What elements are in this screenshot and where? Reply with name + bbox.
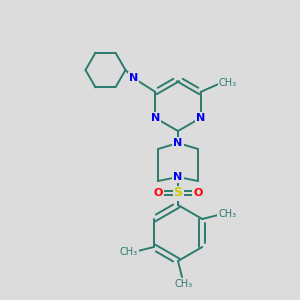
Text: S: S <box>173 187 182 200</box>
Text: O: O <box>193 188 203 198</box>
Text: CH₃: CH₃ <box>218 209 236 219</box>
Text: N: N <box>173 138 183 148</box>
Text: CH₃: CH₃ <box>218 78 237 88</box>
Text: N: N <box>196 113 205 123</box>
Text: CH₃: CH₃ <box>120 247 138 257</box>
Text: N: N <box>129 73 138 83</box>
Text: O: O <box>153 188 163 198</box>
Text: N: N <box>173 172 183 182</box>
Text: N: N <box>151 113 160 123</box>
Text: CH₃: CH₃ <box>175 279 193 289</box>
